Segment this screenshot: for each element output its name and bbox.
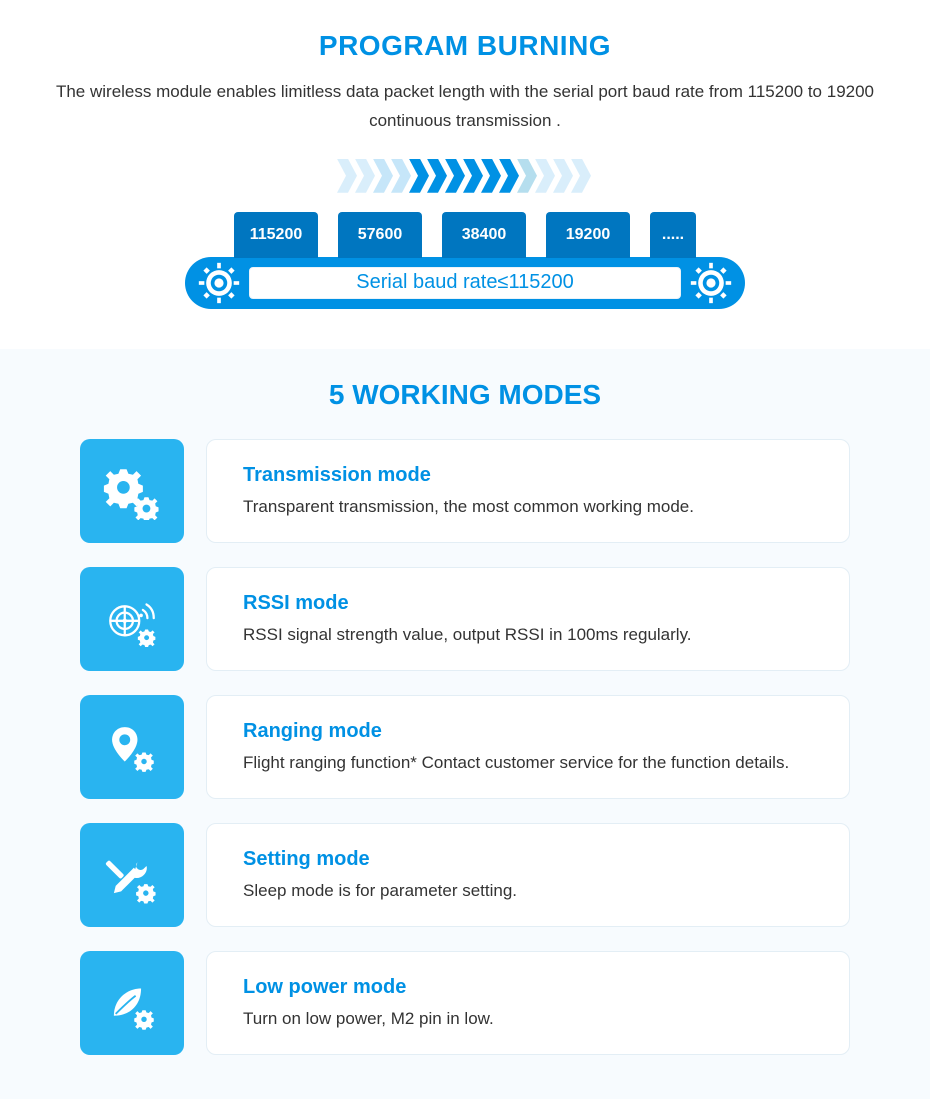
program-title: PROGRAM BURNING: [40, 30, 890, 62]
leaf-icon: [80, 951, 184, 1055]
chevron-icon: [535, 159, 555, 193]
chevron-icon: [391, 159, 411, 193]
mode-row: Ranging mode Flight ranging function* Co…: [80, 695, 850, 799]
baud-rate-row: 115200 57600 38400 19200 .....: [40, 212, 890, 258]
mode-row: Transmission mode Transparent transmissi…: [80, 439, 850, 543]
chevron-icon: [355, 159, 375, 193]
chevron-icon: [463, 159, 483, 193]
mode-row: Low power mode Turn on low power, M2 pin…: [80, 951, 850, 1055]
mode-desc: RSSI signal strength value, output RSSI …: [243, 625, 813, 645]
gear-icon: [689, 261, 733, 305]
baud-chip: 57600: [338, 212, 422, 258]
gear-icon: [197, 261, 241, 305]
chevron-icon: [499, 159, 519, 193]
mode-row: Setting mode Sleep mode is for parameter…: [80, 823, 850, 927]
mode-card: RSSI mode RSSI signal strength value, ou…: [206, 567, 850, 671]
mode-card: Setting mode Sleep mode is for parameter…: [206, 823, 850, 927]
chevron-icon: [445, 159, 465, 193]
chevron-icon: [481, 159, 501, 193]
working-modes-section: 5 WORKING MODES Transmission mode Transp…: [0, 349, 930, 1099]
radar-icon: [80, 567, 184, 671]
chevron-strip: [40, 158, 890, 194]
baud-chip: 19200: [546, 212, 630, 258]
mode-title: RSSI mode: [243, 592, 813, 615]
chevron-icon: [571, 159, 591, 193]
chevron-icon: [337, 159, 357, 193]
mode-title: Setting mode: [243, 848, 813, 871]
chevron-icon: [553, 159, 573, 193]
program-desc: The wireless module enables limitless da…: [55, 78, 875, 136]
pin-icon: [80, 695, 184, 799]
baud-chip: 38400: [442, 212, 526, 258]
mode-desc: Sleep mode is for parameter setting.: [243, 881, 813, 901]
mode-card: Low power mode Turn on low power, M2 pin…: [206, 951, 850, 1055]
mode-card: Transmission mode Transparent transmissi…: [206, 439, 850, 543]
mode-desc: Turn on low power, M2 pin in low.: [243, 1009, 813, 1029]
mode-desc: Transparent transmission, the most commo…: [243, 497, 813, 517]
mode-title: Ranging mode: [243, 720, 813, 743]
program-burning-section: PROGRAM BURNING The wireless module enab…: [0, 0, 930, 349]
mode-card: Ranging mode Flight ranging function* Co…: [206, 695, 850, 799]
baud-chip: 115200: [234, 212, 318, 258]
chevron-icon: [427, 159, 447, 193]
mode-title: Low power mode: [243, 976, 813, 999]
mode-row: RSSI mode RSSI signal strength value, ou…: [80, 567, 850, 671]
tools-icon: [80, 823, 184, 927]
gears-icon: [80, 439, 184, 543]
chevron-icon: [373, 159, 393, 193]
chevron-icon: [409, 159, 429, 193]
serial-label: Serial baud rate≤115200: [249, 267, 681, 299]
baud-chip-more: .....: [650, 212, 696, 258]
mode-title: Transmission mode: [243, 464, 813, 487]
serial-bar: Serial baud rate≤115200: [185, 257, 745, 309]
modes-title: 5 WORKING MODES: [80, 379, 850, 411]
mode-desc: Flight ranging function* Contact custome…: [243, 753, 813, 773]
chevron-icon: [517, 159, 537, 193]
